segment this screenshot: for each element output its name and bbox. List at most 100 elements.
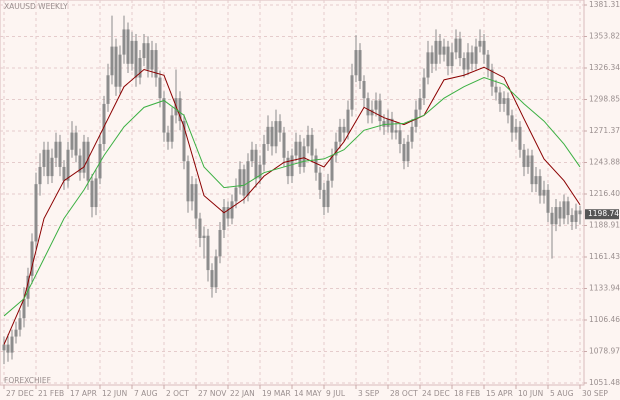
candle-body — [546, 189, 550, 213]
y-tick-label: 1106.46 — [589, 315, 620, 324]
labels: 1381.31 1353.82 1326.34 1298.85 1271.37 1243.… — [3, 0, 620, 398]
candle-body — [378, 100, 382, 122]
candle-body — [358, 50, 362, 81]
y-tick-label: 1161.43 — [589, 252, 620, 261]
candle-body — [190, 184, 194, 202]
candle-body — [22, 298, 26, 319]
candle-body — [270, 126, 274, 147]
candle-body — [318, 172, 322, 190]
candle-body — [538, 176, 542, 196]
candle-body — [42, 149, 46, 167]
x-tick-label: 7 AUG — [134, 389, 158, 398]
candle-body — [146, 43, 150, 70]
candle-body — [242, 169, 246, 196]
x-tick-label: 9 JUL — [326, 389, 346, 398]
candle-body — [18, 318, 22, 330]
candle-body — [574, 210, 578, 222]
candle-body — [182, 121, 186, 162]
candle-body — [470, 52, 474, 64]
candle-body — [326, 180, 330, 208]
candle-body — [118, 54, 122, 87]
candle-body — [542, 189, 546, 196]
candle-body — [418, 98, 422, 110]
candle-body — [518, 126, 522, 150]
candle-body — [162, 98, 166, 133]
candle-body — [394, 130, 398, 133]
watermark: FOREXCHIEF — [4, 376, 51, 385]
candle-body — [198, 218, 202, 239]
candle-body — [350, 75, 354, 110]
x-tick-label: 15 APR — [486, 389, 513, 398]
y-tick-label: 1381.31 — [589, 0, 620, 9]
candle-body — [110, 46, 114, 76]
candle-body — [30, 241, 34, 276]
x-tick-label: 27 DEC — [6, 389, 34, 398]
grid — [0, 0, 584, 385]
candle-body — [26, 275, 30, 299]
candle-body — [66, 149, 70, 181]
candle-body — [346, 109, 350, 133]
candle-body — [502, 98, 506, 104]
candle-body — [526, 155, 530, 167]
candle-body — [322, 189, 326, 208]
y-tick-label: 1133.94 — [589, 283, 620, 292]
candle-body — [462, 58, 466, 70]
x-tick-label: 27 NOV — [198, 389, 227, 398]
candle-body — [314, 155, 318, 173]
candle-body — [570, 215, 574, 222]
candle-body — [214, 256, 218, 288]
x-tick-label: 14 MAY — [294, 389, 322, 398]
y-tick-label: 1243.88 — [589, 158, 620, 167]
candle-body — [122, 29, 126, 55]
x-tick-label: 3 SEP — [358, 389, 380, 398]
price-label: 1198.74 — [588, 209, 619, 218]
candle-body — [422, 77, 426, 99]
x-tick-label: 2 OCT — [166, 389, 189, 398]
candle-body — [438, 40, 442, 55]
candle-body — [498, 92, 502, 104]
candle-body — [514, 126, 518, 133]
candle-body — [442, 46, 446, 55]
candle-body — [134, 40, 138, 78]
candle-body — [226, 207, 230, 219]
x-tick-label: 19 MAR — [262, 389, 291, 398]
candle-body — [274, 121, 278, 147]
candle-body — [362, 80, 366, 99]
candle-body — [534, 176, 538, 185]
candle-body — [90, 180, 94, 208]
candle-body — [370, 109, 374, 116]
candle-body — [170, 115, 174, 142]
candle-body — [486, 54, 490, 70]
x-tick-label: 30 SEP — [582, 389, 608, 398]
candle-body — [210, 270, 214, 288]
candle-body — [474, 46, 478, 64]
candle-body — [490, 69, 494, 87]
candle-body — [194, 184, 198, 219]
candle-body — [454, 38, 458, 53]
candle-body — [494, 86, 498, 93]
candle-body — [386, 118, 390, 127]
x-tick-label: 21 FEB — [38, 389, 64, 398]
candle-body — [130, 40, 134, 64]
candle-body — [186, 161, 190, 202]
candle-body — [222, 207, 226, 230]
candle-body — [306, 134, 310, 147]
y-tick-label: 1326.34 — [589, 63, 620, 72]
moving-average-line — [3, 66, 581, 345]
candle-body — [566, 201, 570, 216]
candle-body — [290, 155, 294, 177]
candle-body — [482, 40, 486, 55]
candle-body — [154, 50, 158, 78]
candle-body — [338, 126, 342, 142]
marks — [2, 15, 582, 365]
candle-body — [410, 126, 414, 142]
x-tick-label: 10 JUN — [518, 389, 543, 398]
candle-body — [126, 29, 130, 64]
candle-body — [390, 118, 394, 133]
candle-body — [434, 40, 438, 64]
candle-body — [62, 166, 66, 181]
y-tick-label: 1216.40 — [589, 189, 620, 198]
candle-body — [562, 201, 566, 219]
